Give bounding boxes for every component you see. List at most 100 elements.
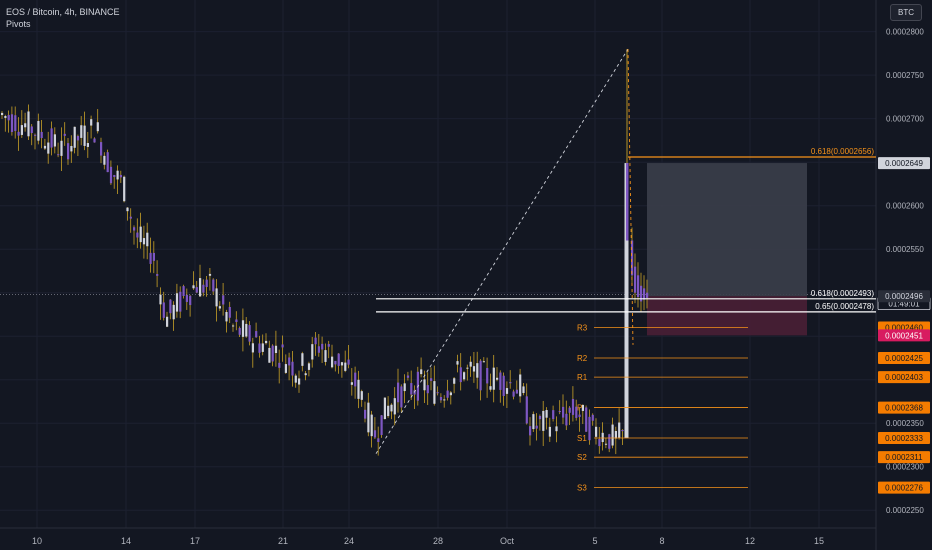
candle bbox=[192, 285, 195, 289]
candle bbox=[591, 414, 594, 421]
candle bbox=[595, 426, 598, 437]
candle bbox=[185, 294, 188, 302]
y-tick-label: 0.0002550 bbox=[886, 245, 924, 254]
candle bbox=[621, 430, 624, 432]
x-tick-label: Oct bbox=[500, 536, 515, 546]
candle bbox=[10, 114, 14, 132]
price-axis-label: 0.0002403 bbox=[878, 371, 930, 384]
x-tick-label: 17 bbox=[190, 536, 200, 546]
x-tick-label: 15 bbox=[814, 536, 824, 546]
candle bbox=[162, 302, 165, 318]
candle bbox=[558, 410, 561, 413]
candle bbox=[139, 226, 142, 243]
candle bbox=[585, 407, 588, 432]
candle bbox=[387, 405, 390, 417]
swing-trend-line bbox=[375, 48, 629, 454]
candle bbox=[179, 291, 182, 312]
candle bbox=[393, 398, 396, 415]
price-label-box bbox=[878, 371, 930, 384]
price-axis-label: 0.0002333 bbox=[878, 432, 930, 445]
indicator-name[interactable]: Pivots bbox=[6, 19, 31, 29]
candle bbox=[156, 274, 159, 276]
candle bbox=[479, 360, 482, 391]
candle bbox=[532, 414, 535, 430]
candle bbox=[423, 379, 426, 391]
candle bbox=[27, 111, 30, 137]
candle bbox=[268, 347, 271, 363]
candle bbox=[456, 361, 459, 365]
candle bbox=[463, 372, 466, 380]
candle bbox=[129, 216, 132, 219]
candle bbox=[86, 143, 89, 147]
candle bbox=[529, 426, 532, 436]
price-label-text: 0.0002460 bbox=[885, 324, 923, 333]
y-tick-label: 0.0002700 bbox=[886, 115, 924, 124]
candle bbox=[76, 136, 80, 141]
pivot-label: R1 bbox=[577, 373, 588, 382]
candle bbox=[232, 325, 235, 327]
candle bbox=[646, 292, 649, 298]
candle bbox=[307, 363, 311, 370]
candle bbox=[360, 391, 363, 400]
candle bbox=[640, 285, 643, 302]
candle bbox=[57, 154, 60, 156]
candle bbox=[439, 396, 443, 401]
pivot-label: S3 bbox=[577, 484, 587, 493]
candle bbox=[238, 327, 241, 335]
candle bbox=[166, 316, 169, 327]
candle bbox=[235, 319, 238, 322]
x-tick-label: 12 bbox=[745, 536, 755, 546]
candle bbox=[626, 163, 629, 241]
pivot-label: R2 bbox=[577, 354, 588, 363]
candle bbox=[304, 373, 307, 376]
price-label-box bbox=[878, 290, 930, 303]
candle bbox=[476, 363, 479, 378]
price-axis-label: 0.0002368 bbox=[878, 401, 930, 414]
candle bbox=[340, 362, 344, 366]
candle bbox=[509, 382, 512, 384]
currency-button[interactable]: BTC bbox=[890, 4, 922, 21]
candle bbox=[403, 383, 406, 392]
price-label-box bbox=[878, 451, 930, 464]
price-label-text: 0.0002333 bbox=[885, 434, 923, 443]
candle bbox=[637, 275, 640, 298]
candle bbox=[7, 114, 10, 121]
candle bbox=[492, 367, 495, 390]
candle bbox=[67, 143, 70, 160]
candle bbox=[542, 410, 545, 431]
candle bbox=[159, 294, 162, 305]
candle bbox=[43, 145, 47, 149]
candle bbox=[568, 407, 571, 413]
candle bbox=[344, 362, 347, 371]
candle bbox=[608, 434, 611, 449]
candle bbox=[261, 343, 264, 352]
candle bbox=[502, 375, 505, 396]
candle bbox=[327, 344, 330, 347]
candle bbox=[47, 142, 50, 154]
symbol-title[interactable]: EOS / Bitcoin, 4h, BINANCE bbox=[6, 7, 120, 17]
candle bbox=[172, 304, 175, 320]
candle bbox=[519, 374, 522, 397]
candle bbox=[80, 125, 83, 138]
candle bbox=[195, 287, 198, 293]
candle bbox=[149, 252, 152, 264]
candle bbox=[486, 367, 489, 384]
candle bbox=[133, 227, 136, 231]
price-label-text: 0.0002425 bbox=[885, 354, 923, 363]
candle bbox=[37, 120, 40, 141]
chart-header: EOS / Bitcoin, 4h, BINANCE Pivots bbox=[6, 6, 120, 30]
candle bbox=[63, 133, 66, 136]
x-tick-label: 10 bbox=[32, 536, 42, 546]
candle bbox=[430, 378, 433, 381]
candle bbox=[555, 426, 558, 432]
candle bbox=[212, 279, 215, 292]
candle bbox=[380, 415, 383, 435]
candle bbox=[222, 295, 225, 305]
candle bbox=[258, 343, 261, 353]
candle bbox=[588, 416, 591, 441]
fib-level-label: 0.618(0.0002656) bbox=[811, 147, 875, 156]
candle bbox=[426, 385, 429, 394]
candle bbox=[562, 406, 565, 418]
candle bbox=[100, 142, 103, 156]
